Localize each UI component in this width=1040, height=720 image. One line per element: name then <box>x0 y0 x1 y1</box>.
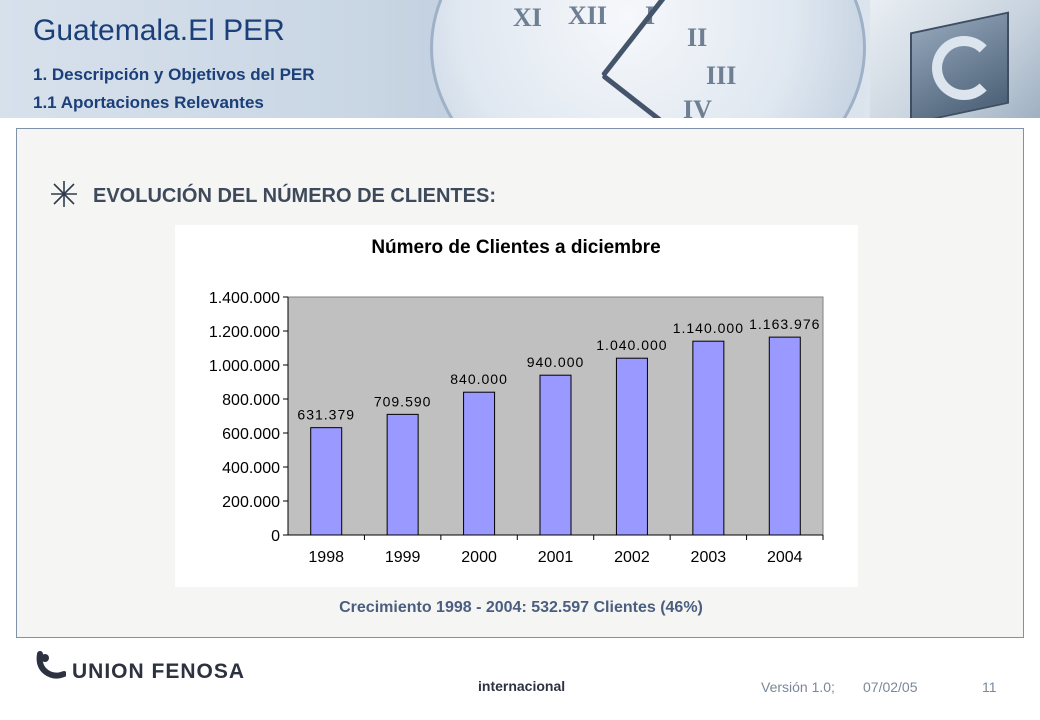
data-label: 1.040.000 <box>596 337 667 353</box>
y-tick-label: 200.000 <box>222 494 280 511</box>
x-tick-label: 2002 <box>614 549 650 566</box>
bar <box>768 336 801 536</box>
bar <box>615 357 648 536</box>
data-label: 631.379 <box>297 407 355 423</box>
content-frame: EVOLUCIÓN DEL NÚMERO DE CLIENTES: Número… <box>16 128 1024 638</box>
x-tick-label: 2000 <box>461 549 497 566</box>
clock-hand <box>601 73 668 118</box>
date-label: 07/02/05 <box>863 679 918 695</box>
data-label: 840.000 <box>450 371 508 387</box>
y-tick-label: 600.000 <box>222 426 280 443</box>
bar <box>310 427 343 536</box>
header-banner: XI XII I II III IV Guatemala.El PER 1. D… <box>0 0 1040 118</box>
bar <box>463 391 496 536</box>
bar <box>692 340 725 536</box>
y-tick-label: 1.200.000 <box>209 324 280 341</box>
union-fenosa-logo-text: UNION FENOSA <box>72 660 246 683</box>
version-label: Versión 1.0; <box>761 679 835 695</box>
section-heading: EVOLUCIÓN DEL NÚMERO DE CLIENTES: <box>93 185 496 207</box>
data-label: 1.163.976 <box>749 316 820 332</box>
x-tick-label: 2003 <box>691 549 727 566</box>
data-label: 1.140.000 <box>673 320 744 336</box>
bar-chart: Número de Clientes a diciembre 0 200.000 4… <box>175 225 858 587</box>
internacional-label: internacional <box>478 678 566 694</box>
x-tick-label: 1998 <box>308 549 344 566</box>
clock-numeral: XI <box>513 3 542 32</box>
clock-numeral: IV <box>683 95 712 118</box>
clock-numeral: XII <box>568 1 608 30</box>
x-tick-label: 1999 <box>385 549 421 566</box>
clock-image: XI XII I II III IV <box>430 0 866 118</box>
y-tick-label: 400.000 <box>222 460 280 477</box>
y-tick-label: 1.400.000 <box>209 290 280 307</box>
data-label: 709.590 <box>374 393 432 409</box>
chart-canvas: Número de Clientes a diciembre 0 200.000 4… <box>209 237 824 566</box>
x-tick-label: 2004 <box>767 549 803 566</box>
building-image <box>870 0 1040 118</box>
y-tick-label: 800.000 <box>222 392 280 409</box>
chart-title: Número de Clientes a diciembre <box>371 237 660 258</box>
clock-numeral: II <box>687 23 708 52</box>
bar <box>386 413 419 536</box>
y-tick-label: 1.000.000 <box>209 358 280 375</box>
company-logo-mark <box>932 36 996 100</box>
asterisk-icon <box>51 181 77 207</box>
page-title: Guatemala.El PER <box>33 14 285 47</box>
growth-note: Crecimiento 1998 - 2004: 532.597 Cliente… <box>339 599 703 616</box>
data-label: 940.000 <box>527 354 585 370</box>
y-tick-label: 0 <box>271 528 280 545</box>
bar <box>539 374 572 536</box>
x-tick-label: 2001 <box>538 549 574 566</box>
clock-hand <box>601 0 673 78</box>
subsection-subtitle: 1.1 Aportaciones Relevantes <box>33 93 264 112</box>
section-subtitle: 1. Descripción y Objetivos del PER <box>33 65 315 84</box>
clock-numeral: III <box>706 61 737 90</box>
union-fenosa-logo-icon <box>36 651 66 679</box>
page-number: 11 <box>982 679 997 695</box>
